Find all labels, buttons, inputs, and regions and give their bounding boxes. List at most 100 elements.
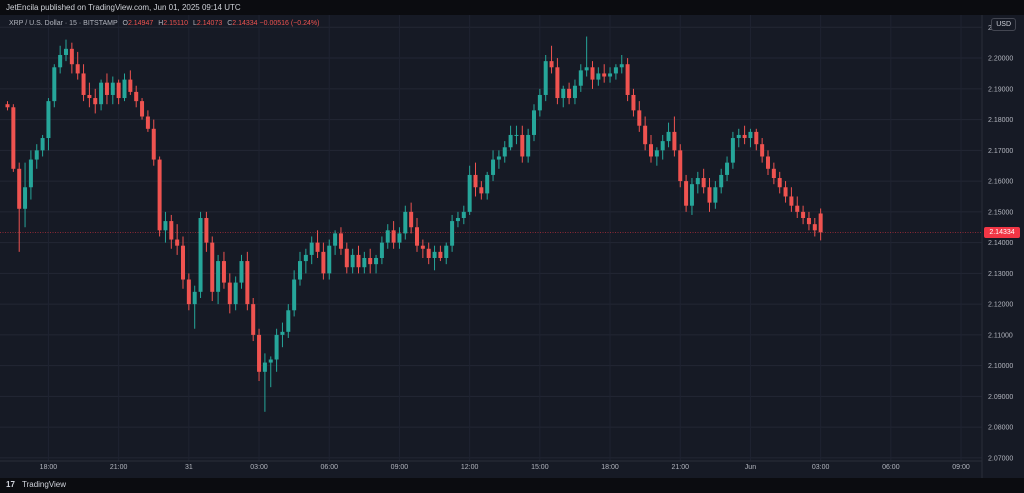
publisher-text: JetEncila published on TradingView.com, … xyxy=(6,3,241,12)
y-tick-label: 2.20000 xyxy=(988,56,1013,63)
candle-body xyxy=(122,79,127,99)
candle-body xyxy=(186,279,191,305)
candle-body xyxy=(251,304,256,335)
candle-body xyxy=(403,211,408,234)
candle-body xyxy=(145,116,150,129)
currency-button[interactable]: USD xyxy=(991,18,1016,31)
x-tick-label: 18:00 xyxy=(40,464,58,471)
y-tick-label: 2.11000 xyxy=(988,332,1013,339)
y-tick-label: 2.13000 xyxy=(988,271,1013,278)
y-tick-label: 2.16000 xyxy=(988,179,1013,186)
open-value: 2.14947 xyxy=(127,20,154,27)
tradingview-logo-icon[interactable]: 17 xyxy=(6,480,15,489)
candle-body xyxy=(151,128,156,160)
candle-body xyxy=(730,138,735,163)
candle-body xyxy=(543,61,548,95)
candle-body xyxy=(227,282,232,305)
candle-body xyxy=(245,261,250,305)
candle-body xyxy=(561,88,566,99)
candle-body xyxy=(514,134,519,136)
candle-body xyxy=(578,70,583,86)
candle-body xyxy=(748,131,753,139)
candle-body xyxy=(286,310,291,332)
candle-body xyxy=(134,91,139,102)
candle-body xyxy=(128,79,133,92)
candle-body xyxy=(409,211,414,228)
candle-body xyxy=(175,239,180,246)
candle-body xyxy=(771,168,776,179)
candle-body xyxy=(34,150,39,160)
candle-body xyxy=(549,61,554,68)
candle-body xyxy=(315,242,320,252)
candle-body xyxy=(28,159,33,188)
candle-body xyxy=(432,251,437,258)
candle-body xyxy=(426,248,431,258)
candle-body xyxy=(87,94,92,99)
candle-body xyxy=(344,248,349,268)
candle-body xyxy=(701,178,706,188)
candle-body xyxy=(567,88,572,99)
candle-body xyxy=(666,131,671,142)
candle-body xyxy=(350,254,355,268)
candle-body xyxy=(210,242,215,292)
candle-body xyxy=(572,85,577,99)
candle-body xyxy=(555,67,560,99)
y-tick-label: 2.08000 xyxy=(988,425,1013,432)
symbol-name[interactable]: XRP / U.S. Dollar · 15 · BITSTAMP xyxy=(9,20,118,27)
candle-body xyxy=(479,187,484,194)
candle-body xyxy=(257,334,262,372)
candle-body xyxy=(520,134,525,157)
candle-body xyxy=(5,104,10,108)
candle-body xyxy=(818,213,823,233)
candle-body xyxy=(415,227,419,246)
high-label: H xyxy=(158,20,164,27)
candle-body xyxy=(204,218,209,243)
x-tick-label: 09:00 xyxy=(391,464,409,471)
candle-body xyxy=(303,254,308,262)
candle-body xyxy=(379,242,384,258)
candle-body xyxy=(812,224,817,231)
candle-body xyxy=(397,233,402,243)
candle-body xyxy=(52,67,57,102)
x-tick-label: 06:00 xyxy=(882,464,900,471)
candle-body xyxy=(760,144,765,157)
x-tick-label: 18:00 xyxy=(601,464,619,471)
candle-body xyxy=(385,230,390,243)
y-tick-label: 2.19000 xyxy=(988,86,1013,93)
tradingview-brand[interactable]: TradingView xyxy=(22,480,67,489)
candle-body xyxy=(660,141,665,151)
candle-body xyxy=(23,187,28,209)
candle-body xyxy=(239,261,244,283)
candle-body xyxy=(806,218,811,225)
candle-body xyxy=(368,257,373,265)
candle-body xyxy=(672,131,677,151)
candle-body xyxy=(736,134,741,139)
candle-body xyxy=(333,233,338,246)
candle-body xyxy=(637,110,642,126)
candle-body xyxy=(584,67,589,71)
chart-area[interactable]: 2.210002.200002.190002.180002.170002.160… xyxy=(0,15,1024,478)
candle-body xyxy=(11,107,16,169)
x-tick-label: 21:00 xyxy=(110,464,128,471)
candle-body xyxy=(777,178,782,188)
candle-body xyxy=(795,205,800,212)
low-value: 2.14073 xyxy=(196,20,223,27)
y-tick-label: 2.18000 xyxy=(988,117,1013,124)
candle-body xyxy=(485,174,490,194)
candle-body xyxy=(69,48,74,65)
candle-body xyxy=(438,251,443,258)
candle-body xyxy=(298,261,302,280)
candlestick-chart[interactable]: 2.210002.200002.190002.180002.170002.160… xyxy=(0,15,1024,478)
y-tick-label: 2.17000 xyxy=(988,148,1013,155)
candle-body xyxy=(619,64,624,68)
candle-body xyxy=(280,331,285,335)
candle-body xyxy=(64,48,68,55)
candle-body xyxy=(801,211,806,219)
candle-body xyxy=(362,257,367,268)
candle-body xyxy=(689,184,694,206)
candle-body xyxy=(526,134,531,157)
candle-body xyxy=(75,64,80,74)
candle-body xyxy=(649,144,653,157)
candle-body xyxy=(496,156,501,160)
candle-body xyxy=(157,159,162,231)
